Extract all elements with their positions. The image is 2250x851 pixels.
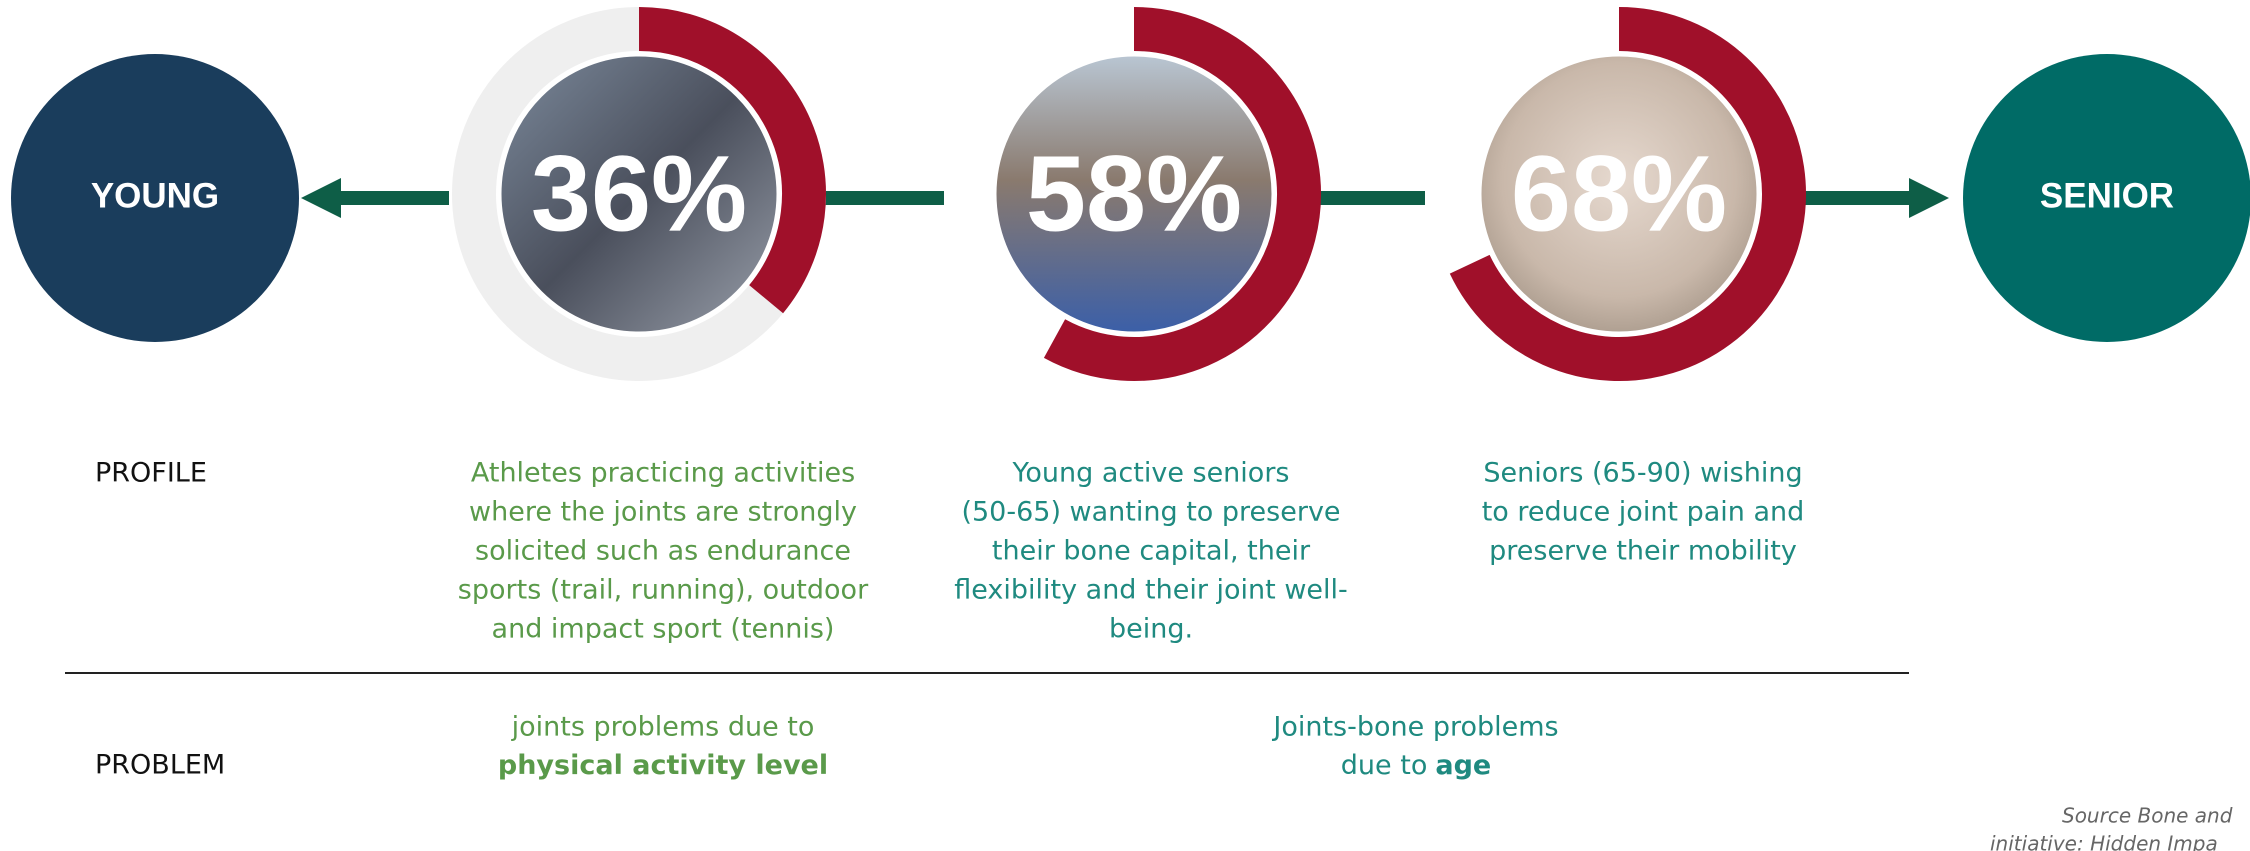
profile-text: Athletes practicing activities: [471, 458, 855, 489]
profile-text: preserve their mobility: [1489, 536, 1797, 567]
source-note: initiative: Hidden Impa: [1990, 832, 2218, 851]
problem-text: Joints-bone problems: [1271, 712, 1558, 743]
profile-text: solicited such as endurance: [475, 536, 851, 567]
profile-text: being.: [1109, 614, 1193, 645]
profile-row-label: PROFILE: [95, 458, 207, 489]
source-note: Source Bone and: [2062, 804, 2233, 828]
young-label: YOUNG: [91, 176, 219, 215]
problem-emphasis: physical activity level: [498, 750, 828, 781]
profile-text: Young active seniors: [1011, 458, 1289, 489]
problem-emphasis: age: [1435, 750, 1491, 781]
senior-label: SENIOR: [2040, 176, 2174, 215]
percent-label: 58%: [1026, 133, 1242, 254]
problem-row-label: PROBLEM: [95, 750, 225, 781]
profile-text: flexibility and their joint well-: [954, 575, 1348, 606]
profile-text: their bone capital, their: [992, 536, 1311, 567]
problem-text: physical activity level: [498, 750, 828, 781]
profile-text: Seniors (65-90) wishing: [1483, 458, 1802, 489]
problem-text: joints problems due to: [511, 712, 815, 743]
profile-text: to reduce joint pain and: [1482, 497, 1805, 528]
profile-text: where the joints are strongly: [469, 497, 857, 528]
profile-text: and impact sport (tennis): [492, 614, 835, 645]
percent-label: 68%: [1511, 133, 1727, 254]
percent-label: 36%: [531, 133, 747, 254]
infographic: YOUNG SENIOR PROFILE PROBLEM joints prob…: [0, 0, 2250, 851]
problem-prefix: due to: [1341, 750, 1428, 781]
profile-text: sports (trail, running), outdoor: [458, 575, 869, 606]
profile-text: (50-65) wanting to preserve: [961, 497, 1340, 528]
